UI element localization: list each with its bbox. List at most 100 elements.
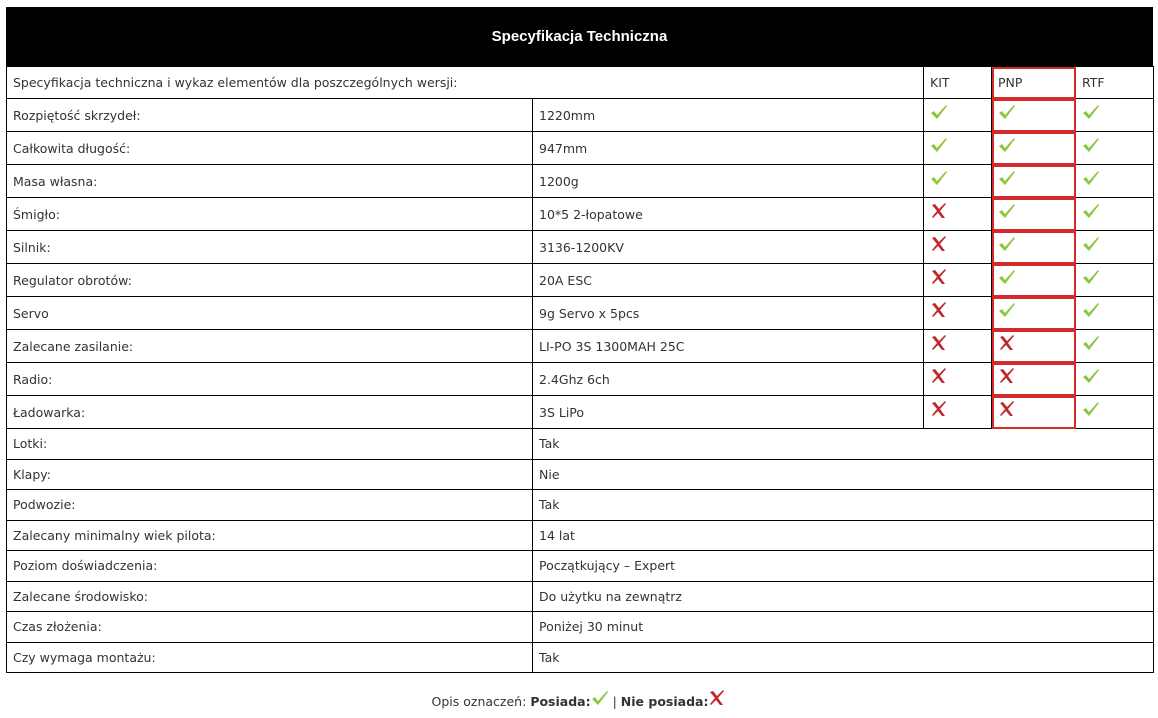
row-value: 20A ESC: [532, 263, 924, 297]
table-row: Zalecany minimalny wiek pilota: 14 lat: [6, 519, 1154, 551]
row-value: Tak: [532, 489, 1154, 521]
table-row: Masa własna: 1200g: [6, 164, 1154, 198]
row-value: Poniżej 30 minut: [532, 611, 1154, 643]
row-label: Rozpiętość skrzydeł:: [6, 98, 533, 132]
row-label: Lotki:: [6, 428, 533, 460]
legend-has: Posiada:: [530, 694, 591, 709]
pnp-cell: [991, 329, 1076, 363]
table-row: Poziom doświadczenia: Początkujący – Expe…: [6, 550, 1154, 582]
cross-icon: [998, 400, 1016, 420]
pnp-cell: [991, 362, 1076, 396]
kit-cell: [923, 395, 992, 429]
table-row: Całkowita długość: 947mm: [6, 131, 1154, 165]
pnp-cell: [991, 98, 1076, 132]
rtf-cell: [1075, 230, 1154, 264]
pnp-cell: [991, 230, 1076, 264]
cross-icon: [930, 235, 948, 255]
row-value: Do użytku na zewnątrz: [532, 580, 1154, 612]
row-value: Nie: [532, 458, 1154, 490]
pnp-cell: [991, 197, 1076, 231]
spec-table: Specyfikacja techniczna i wykaz elementó…: [6, 66, 1154, 673]
cross-icon: [930, 202, 948, 222]
kit-cell: [923, 263, 992, 297]
row-value: 3S LiPo: [532, 395, 924, 429]
check-icon: [998, 104, 1016, 123]
table-row: Silnik: 3136-1200KV: [6, 230, 1154, 264]
table-row: Klapy: Nie: [6, 458, 1154, 490]
kit-cell: [923, 362, 992, 396]
check-icon: [1082, 170, 1100, 189]
row-value: 1200g: [532, 164, 924, 198]
table-title: Specyfikacja Techniczna: [6, 7, 1153, 66]
rtf-cell: [1075, 362, 1154, 396]
row-label: Radio:: [6, 362, 533, 396]
check-icon: [1082, 269, 1100, 288]
check-icon: [998, 137, 1016, 156]
legend-prefix: Opis oznaczeń:: [431, 694, 527, 709]
check-icon: [998, 203, 1016, 222]
check-icon: [930, 170, 948, 189]
check-icon: [1082, 335, 1100, 354]
row-label: Zalecane zasilanie:: [6, 329, 533, 363]
rtf-cell: [1075, 395, 1154, 429]
pnp-cell: [991, 395, 1076, 429]
spec-table-container: Specyfikacja Techniczna Specyfikacja tec…: [6, 7, 1154, 673]
kit-cell: [923, 131, 992, 165]
kit-cell: [923, 329, 992, 363]
legend-has-not: Nie posiada:: [620, 694, 709, 709]
col-rtf: RTF: [1075, 66, 1154, 99]
pnp-cell: [991, 164, 1076, 198]
row-label: Zalecane środowisko:: [6, 580, 533, 612]
check-icon: [1082, 302, 1100, 321]
row-label: Śmigło:: [6, 197, 533, 231]
table-row: Lotki: Tak: [6, 428, 1154, 460]
col-pnp: PNP: [991, 66, 1076, 99]
cross-icon: [930, 301, 948, 321]
cross-icon: [708, 690, 726, 709]
rtf-cell: [1075, 263, 1154, 297]
row-label: Czas złożenia:: [6, 611, 533, 643]
pnp-cell: [991, 131, 1076, 165]
check-icon: [998, 170, 1016, 189]
table-row: Zalecane zasilanie: LI-PO 3S 1300MAH 25C: [6, 329, 1154, 363]
pnp-cell: [991, 296, 1076, 330]
row-value: 10*5 2-łopatowe: [532, 197, 924, 231]
cross-icon: [930, 334, 948, 354]
table-row: Podwozie: Tak: [6, 489, 1154, 521]
table-row: Zalecane środowisko: Do użytku na zewnątr…: [6, 580, 1154, 612]
check-icon: [1082, 236, 1100, 255]
row-label: Zalecany minimalny wiek pilota:: [6, 519, 533, 551]
table-row: Radio: 2.4Ghz 6ch: [6, 362, 1154, 396]
row-label: Regulator obrotów:: [6, 263, 533, 297]
check-icon: [1082, 401, 1100, 420]
rtf-cell: [1075, 197, 1154, 231]
row-label: Całkowita długość:: [6, 131, 533, 165]
kit-cell: [923, 230, 992, 264]
check-icon: [930, 104, 948, 123]
kit-cell: [923, 98, 992, 132]
legend-sep: |: [612, 694, 617, 709]
cross-icon: [998, 367, 1016, 387]
row-value: Tak: [532, 641, 1154, 673]
check-icon: [1082, 203, 1100, 222]
table-row: Czy wymaga montażu: Tak: [6, 641, 1154, 673]
row-value: 1220mm: [532, 98, 924, 132]
check-icon: [998, 269, 1016, 288]
row-value: Początkujący – Expert: [532, 550, 1154, 582]
row-value: 14 lat: [532, 519, 1154, 551]
rtf-cell: [1075, 296, 1154, 330]
table-row: Rozpiętość skrzydeł: 1220mm: [6, 98, 1154, 132]
legend: Opis oznaczeń: Posiada: | Nie posiada:: [0, 690, 1158, 709]
row-value: 947mm: [532, 131, 924, 165]
row-label: Ładowarka:: [6, 395, 533, 429]
cross-icon: [998, 334, 1016, 354]
row-label: Czy wymaga montażu:: [6, 641, 533, 673]
kit-cell: [923, 164, 992, 198]
row-value: 9g Servo x 5pcs: [532, 296, 924, 330]
row-label: Silnik:: [6, 230, 533, 264]
cross-icon: [930, 367, 948, 387]
col-kit: KIT: [923, 66, 992, 99]
check-icon: [1082, 368, 1100, 387]
row-label: Podwozie:: [6, 489, 533, 521]
check-icon: [998, 236, 1016, 255]
